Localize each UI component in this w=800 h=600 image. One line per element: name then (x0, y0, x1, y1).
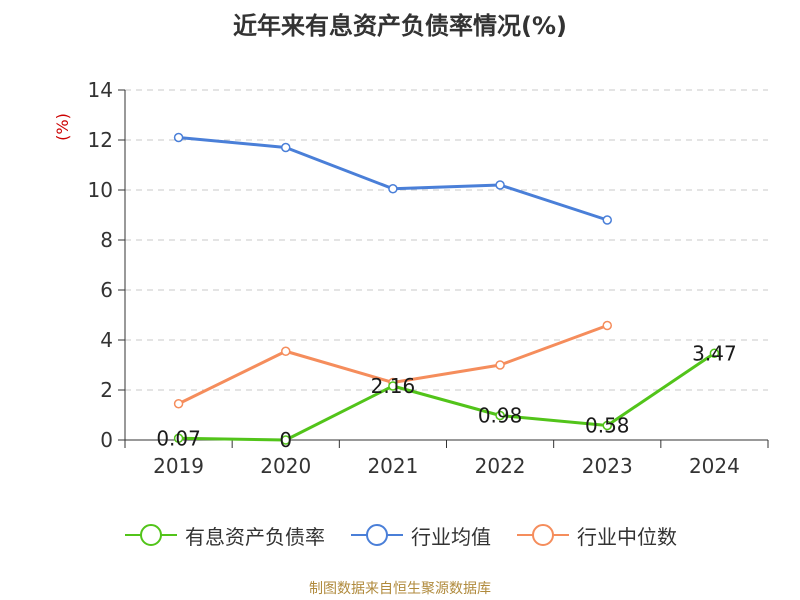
y-tick-label: 12 (88, 128, 113, 152)
data-label: 0.07 (156, 426, 201, 450)
series-line (178, 136, 608, 222)
series-line (178, 352, 716, 442)
y-tick-label: 10 (88, 178, 113, 202)
legend-item[interactable]: 有息资产负债率 (123, 520, 325, 550)
data-point (602, 320, 612, 331)
legend-swatch-icon (517, 524, 569, 546)
legend: 有息资产负债率 行业均值 行业中位数 (0, 520, 800, 550)
data-point (281, 142, 291, 153)
data-point (709, 348, 720, 358)
data-point (495, 180, 505, 190)
data-point (602, 215, 612, 225)
y-tick-label: 14 (88, 78, 113, 102)
legend-item[interactable]: 行业中位数 (515, 520, 677, 550)
data-point (602, 420, 612, 431)
legend-label: 行业均值 (411, 524, 491, 549)
data-label: 0.58 (585, 414, 630, 438)
legend-swatch-icon (351, 524, 403, 546)
data-point (495, 410, 505, 421)
x-tick-label: 2021 (367, 454, 418, 478)
y-tick-label: 6 (100, 278, 113, 302)
data-point (388, 184, 398, 194)
data-label: 0 (279, 428, 292, 452)
x-tick-label: 2020 (260, 454, 311, 478)
legend-marker (366, 524, 388, 546)
legend-swatch-icon (125, 524, 177, 546)
data-point (173, 399, 184, 409)
legend-marker (140, 524, 162, 546)
data-point (495, 360, 505, 370)
y-tick-label: 2 (100, 378, 113, 402)
data-label: 2.16 (371, 374, 416, 398)
data-point (281, 435, 291, 445)
x-tick-label: 2022 (475, 454, 526, 478)
data-point (388, 381, 398, 391)
data-point (173, 132, 184, 143)
y-tick-label: 8 (100, 228, 113, 252)
y-axis-label: (%) (53, 113, 72, 141)
x-tick-label: 2024 (689, 454, 740, 478)
legend-item[interactable]: 行业均值 (349, 520, 491, 550)
data-point (281, 346, 291, 356)
legend-marker (532, 524, 554, 546)
data-point (173, 433, 184, 443)
x-tick-label: 2019 (153, 454, 204, 478)
y-tick-label: 0 (100, 428, 113, 452)
chart-title: 近年来有息资产负债率情况(%) (233, 12, 567, 40)
data-label: 0.98 (478, 404, 523, 428)
x-tick-label: 2023 (582, 454, 633, 478)
y-tick-label: 4 (100, 328, 113, 352)
legend-label: 行业中位数 (577, 524, 677, 549)
legend-label: 有息资产负债率 (185, 524, 325, 549)
source-note: 制图数据来自恒生聚源数据库 (309, 581, 491, 597)
data-label: 3.47 (692, 341, 737, 365)
